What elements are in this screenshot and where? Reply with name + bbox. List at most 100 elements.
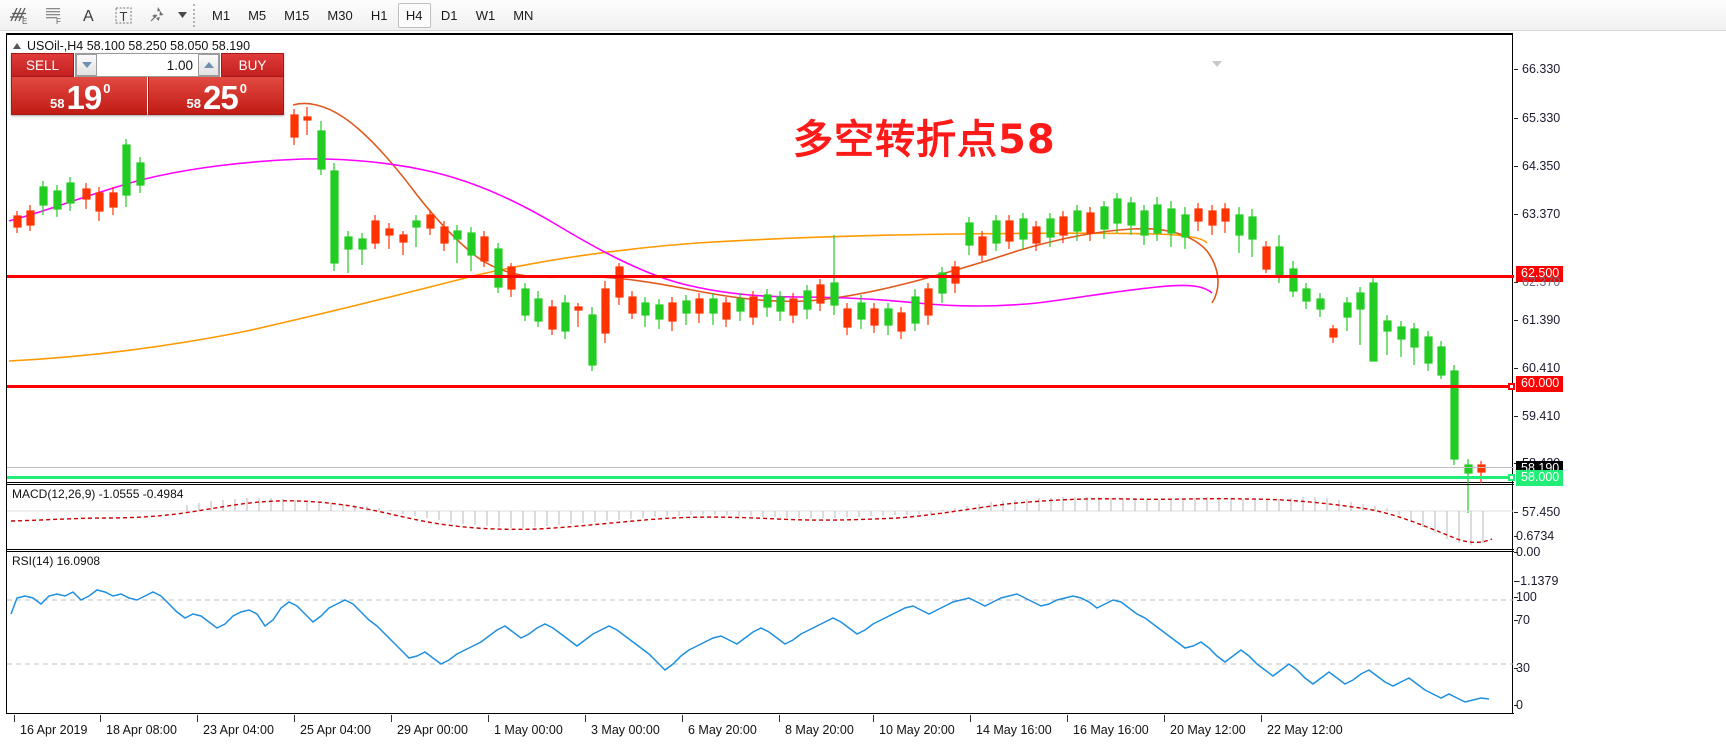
macd-label: MACD(12,26,9) -1.0555 -0.4984 bbox=[12, 487, 184, 501]
timeframe-m1[interactable]: M1 bbox=[212, 7, 231, 23]
support-line-handle[interactable] bbox=[1508, 383, 1515, 390]
buy-price-pips: 25 bbox=[203, 79, 239, 115]
ma-darkorange-line bbox=[292, 102, 1219, 304]
timeframe-m15[interactable]: M15 bbox=[284, 7, 310, 23]
rsi-label: RSI(14) 16.0908 bbox=[12, 554, 101, 568]
price-tick-60410: 60.410 bbox=[1514, 361, 1560, 375]
price-tick-57450: 57.450 bbox=[1514, 505, 1560, 519]
time-tick-5: 1 May 00:00 bbox=[488, 715, 563, 737]
time-tick-11: 16 May 16:00 bbox=[1067, 715, 1149, 737]
indicators-icon[interactable]: E bbox=[2, 2, 35, 29]
price-tick-62370: 62.370 bbox=[1514, 275, 1560, 289]
expand-triangle-icon[interactable] bbox=[13, 43, 21, 49]
timeframe-w1[interactable]: W1 bbox=[475, 7, 496, 23]
price-badge-62500[interactable]: 62.500 bbox=[1516, 266, 1564, 282]
lot-increment-button[interactable] bbox=[198, 54, 219, 76]
svg-text:E: E bbox=[22, 17, 27, 25]
price-pane[interactable] bbox=[7, 35, 1515, 513]
time-tick-9: 10 May 20:00 bbox=[873, 715, 955, 737]
lot-decrement-button[interactable] bbox=[76, 54, 97, 76]
macd-tick-upper: 0.6734 bbox=[1514, 529, 1555, 543]
price-plot bbox=[8, 102, 1486, 513]
time-tick-6: 3 May 00:00 bbox=[585, 715, 660, 737]
ma-magenta-line bbox=[8, 158, 1213, 307]
timeframe-m5[interactable]: M5 bbox=[248, 7, 267, 23]
sell-price-big-figure: 58 bbox=[50, 96, 65, 111]
macd-tick-zero: 0.00 bbox=[1514, 545, 1541, 559]
main-toolbar: E F A T bbox=[0, 0, 1726, 31]
one-click-trading-panel[interactable]: SELL 1.00 BUY 58 19 0 bbox=[11, 53, 284, 115]
time-tick-10: 14 May 16:00 bbox=[970, 715, 1052, 737]
symbol-ohlc-text: USOil-,H4 58.100 58.250 58.050 58.190 bbox=[27, 39, 251, 53]
chart-symbol-header: USOil-,H4 58.100 58.250 58.050 58.190 bbox=[9, 37, 250, 55]
rsi-line bbox=[10, 589, 1490, 703]
time-tick-3: 25 Apr 04:00 bbox=[294, 715, 371, 737]
rsi-plot bbox=[7, 589, 1514, 703]
timeframe-h4[interactable]: H4 bbox=[397, 2, 431, 28]
candlesticks bbox=[13, 107, 1486, 513]
chevron-down-icon bbox=[81, 62, 92, 68]
svg-text:F: F bbox=[56, 17, 61, 25]
svg-text:T: T bbox=[119, 9, 127, 24]
pivot-line-58000[interactable] bbox=[7, 476, 1514, 479]
rsi-tick-70: 70 bbox=[1514, 613, 1530, 627]
chart-window: USOil-,H4 58.100 58.250 58.050 58.190 bbox=[6, 33, 1720, 747]
templates-icon[interactable]: F bbox=[37, 2, 70, 29]
chart-canvas[interactable]: USOil-,H4 58.100 58.250 58.050 58.190 bbox=[6, 33, 1515, 714]
text-tool-icon[interactable]: A bbox=[72, 2, 105, 29]
price-tick-63370: 63.370 bbox=[1514, 207, 1560, 221]
time-tick-2: 23 Apr 04:00 bbox=[197, 715, 274, 737]
price-tick-59410: 59.410 bbox=[1514, 409, 1560, 423]
support-line-60000[interactable] bbox=[7, 385, 1514, 388]
time-tick-0: 16 Apr 2019 bbox=[13, 715, 88, 737]
chevron-up-icon bbox=[203, 62, 214, 68]
sell-price-pips: 19 bbox=[66, 79, 103, 115]
macd-plot bbox=[7, 497, 1514, 545]
chart-text-annotation[interactable]: 多空转折点58 bbox=[793, 117, 1056, 163]
price-tick-65330: 65.330 bbox=[1514, 111, 1560, 125]
time-scale[interactable]: 16 Apr 2019 18 Apr 08:00 23 Apr 04:00 25… bbox=[6, 715, 1513, 746]
trade-panel-controls: SELL 1.00 BUY bbox=[11, 53, 284, 77]
price-badge-58000[interactable]: 58.000 bbox=[1516, 470, 1564, 486]
timeframe-h1[interactable]: H1 bbox=[370, 7, 388, 23]
pivot-line-handle[interactable] bbox=[1508, 474, 1515, 481]
svg-text:A: A bbox=[83, 8, 94, 25]
price-tick-61390: 61.390 bbox=[1514, 313, 1560, 327]
buy-price-fraction: 0 bbox=[239, 81, 247, 96]
macd-signal-line bbox=[10, 498, 1493, 544]
bid-line-58190 bbox=[7, 467, 1514, 468]
sell-price-quote[interactable]: 58 19 0 bbox=[11, 77, 148, 115]
time-tick-13: 22 May 12:00 bbox=[1261, 715, 1343, 737]
buy-button[interactable]: BUY bbox=[221, 53, 284, 77]
text-label-icon[interactable]: T bbox=[107, 2, 140, 29]
price-scale[interactable]: 66.330 65.330 64.350 63.370 62.500 62.37… bbox=[1514, 33, 1720, 714]
sell-price-fraction: 0 bbox=[103, 81, 111, 96]
price-tick-64350: 64.350 bbox=[1514, 159, 1560, 173]
macd-tick-lower: -1.1379 bbox=[1514, 574, 1559, 588]
timeframe-mn[interactable]: MN bbox=[513, 7, 534, 23]
resistance-line-62500[interactable] bbox=[7, 275, 1514, 278]
time-tick-7: 6 May 20:00 bbox=[682, 715, 757, 737]
sell-button[interactable]: SELL bbox=[11, 53, 74, 77]
timeframe-m30[interactable]: M30 bbox=[327, 7, 353, 23]
buy-price-quote[interactable]: 58 25 0 bbox=[147, 77, 284, 115]
toolbar-divider bbox=[193, 3, 195, 27]
time-tick-4: 29 Apr 00:00 bbox=[391, 715, 468, 737]
lot-size-input[interactable]: 1.00 bbox=[166, 57, 193, 73]
rsi-tick-30: 30 bbox=[1514, 661, 1530, 675]
price-tick-66330: 66.330 bbox=[1514, 62, 1560, 76]
price-badge-60000[interactable]: 60.000 bbox=[1516, 376, 1564, 392]
time-tick-8: 8 May 20:00 bbox=[779, 715, 854, 737]
buy-price-big-figure: 58 bbox=[186, 96, 201, 111]
objects-dropdown-caret-icon[interactable] bbox=[175, 2, 189, 29]
time-tick-12: 20 May 12:00 bbox=[1164, 715, 1246, 737]
time-tick-1: 18 Apr 08:00 bbox=[100, 715, 177, 737]
chart-collapse-caret-icon[interactable] bbox=[1212, 61, 1222, 67]
macd-pane[interactable]: MACD(12,26,9) -1.0555 -0.4984 bbox=[7, 484, 1514, 550]
objects-icon[interactable] bbox=[142, 2, 175, 29]
rsi-tick-0: 0 bbox=[1514, 698, 1523, 712]
timeframe-d1[interactable]: D1 bbox=[440, 7, 458, 23]
rsi-tick-100: 100 bbox=[1514, 590, 1537, 604]
rsi-pane[interactable]: RSI(14) 16.0908 bbox=[7, 551, 1514, 714]
lot-size-stepper[interactable]: 1.00 bbox=[75, 53, 220, 77]
